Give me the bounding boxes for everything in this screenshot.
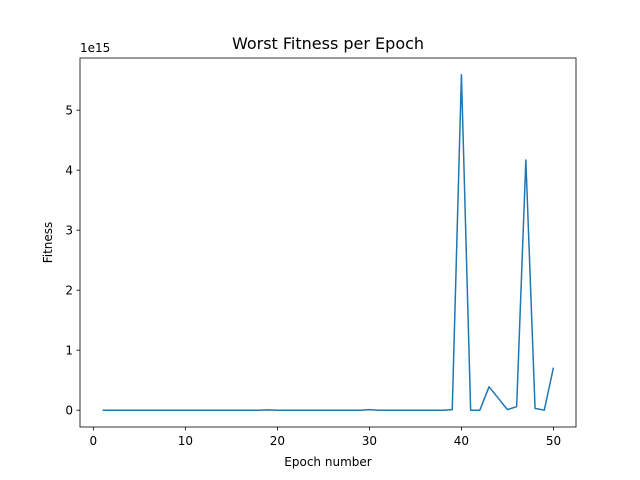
x-tick-label: 10	[178, 434, 193, 448]
x-tick-label: 20	[270, 434, 285, 448]
y-tick-label: 0	[65, 404, 73, 418]
series-line	[102, 74, 555, 411]
y-tick-label: 2	[65, 284, 73, 298]
x-tick-label: 40	[454, 434, 469, 448]
x-axis-label: Epoch number	[284, 455, 371, 469]
axis-ticks: 0 10 20 30 40 50 0 1 2 3 4 5	[65, 104, 561, 448]
y-tick-label: 3	[65, 224, 73, 238]
x-tick-label: 0	[90, 434, 98, 448]
x-tick-label: 50	[546, 434, 561, 448]
x-tick-label: 30	[362, 434, 377, 448]
plot-area-frame	[79, 57, 577, 428]
y-axis-label: Fitness	[41, 222, 55, 264]
y-tick-label: 4	[65, 164, 73, 178]
y-tick-label: 1	[65, 344, 73, 358]
chart-title: Worst Fitness per Epoch	[232, 34, 424, 53]
y-tick-label: 5	[65, 104, 73, 118]
y-axis-offset-text: 1e15	[80, 41, 110, 55]
